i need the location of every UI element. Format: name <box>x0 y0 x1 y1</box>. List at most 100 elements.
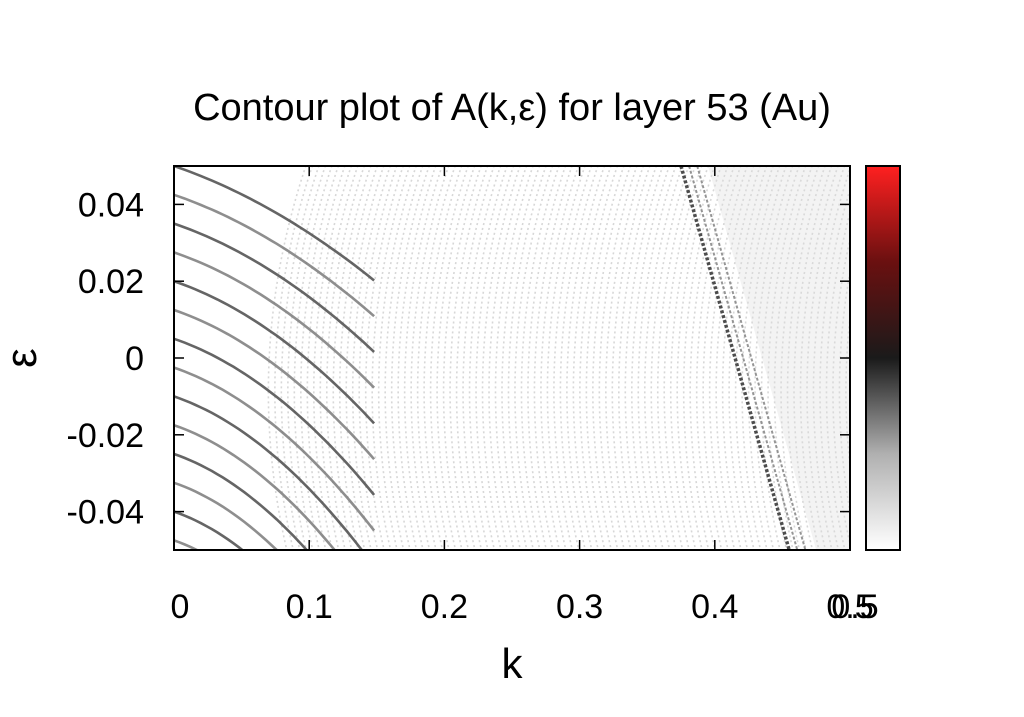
fringe-line <box>832 235 850 548</box>
fringe-line <box>527 166 567 550</box>
fringe-line <box>507 166 547 550</box>
fringe-line <box>514 166 554 550</box>
fringe-line <box>332 166 372 550</box>
fringe-line <box>793 166 833 550</box>
fringe-line <box>930 156 971 560</box>
fringe-line <box>605 166 645 550</box>
fringe-line <box>780 166 820 550</box>
band-line <box>174 337 376 496</box>
fringe-line <box>267 166 307 550</box>
fringe-line <box>319 166 359 550</box>
fringe-line <box>364 166 405 550</box>
fringe-line <box>904 156 945 560</box>
fringe-line <box>501 166 541 550</box>
x-tick-label: 0.5 <box>826 588 873 626</box>
fringe-line <box>559 166 599 550</box>
colorbar <box>865 165 901 551</box>
fringe-line <box>598 166 638 550</box>
y-tick-label: -0.04 <box>67 494 145 532</box>
fringe-line <box>741 166 781 550</box>
x-axis: 0 0.1 0.2 0.3 0.4 0.5 <box>171 166 874 626</box>
fringe-line <box>494 166 534 550</box>
shaded-region <box>708 166 850 550</box>
fringe-line <box>455 166 495 550</box>
fringe-line <box>351 166 392 550</box>
band-line <box>174 423 337 550</box>
band-line <box>174 395 364 550</box>
fringe-line <box>767 166 807 550</box>
fringe-line <box>708 166 749 550</box>
fringe-line <box>306 166 346 550</box>
fringe-line <box>806 166 846 550</box>
band-line <box>174 452 309 550</box>
band-line <box>174 481 279 550</box>
band-line <box>174 510 245 550</box>
fringe-line <box>969 156 1010 560</box>
fringe-line <box>937 156 978 560</box>
fringe-line <box>572 166 612 550</box>
fringe-line <box>423 166 463 550</box>
fringe-line <box>950 156 991 560</box>
band-line <box>174 539 200 550</box>
fringe-line <box>585 166 625 550</box>
x-tick-label: 0 <box>171 588 190 626</box>
y-tick-label: 0 <box>125 340 144 378</box>
fringe-line <box>520 166 560 550</box>
fringe-line <box>656 166 697 550</box>
band-line <box>174 193 375 318</box>
fringe-line <box>618 166 658 550</box>
x-tick-label: 0.3 <box>556 588 603 626</box>
fringe-line <box>702 166 742 550</box>
fringe-line <box>825 209 850 550</box>
fringe-line <box>911 156 952 560</box>
fringe-line <box>631 166 671 550</box>
fringe-line <box>274 166 314 550</box>
fringe-line <box>924 156 965 560</box>
fringe-line <box>943 156 984 560</box>
fringe-line <box>325 166 366 550</box>
fringe-line <box>553 166 593 550</box>
fringe-line <box>287 166 327 550</box>
fringe-line <box>643 166 684 550</box>
fringe-line <box>280 166 320 550</box>
fringe-line <box>747 166 787 550</box>
fringe-line <box>721 166 761 550</box>
fringe-line <box>462 166 502 550</box>
fringe-line <box>449 166 489 550</box>
fringe-line <box>650 166 690 550</box>
heatmap-layer <box>174 156 1010 560</box>
fringe-line <box>468 166 508 550</box>
fringe-line <box>546 166 586 550</box>
fringe-line <box>917 156 958 560</box>
fringe-line <box>338 166 379 550</box>
fringe-line <box>754 166 794 550</box>
fringe-line <box>377 166 418 550</box>
x-tick-label: 0.1 <box>286 588 333 626</box>
fringe-line <box>390 166 431 550</box>
band-line <box>174 222 375 353</box>
fringe-line <box>760 166 800 550</box>
band-line <box>174 166 375 282</box>
fringe-line <box>663 166 703 550</box>
fringe-line <box>403 166 443 550</box>
fringe-line <box>358 166 398 550</box>
band-line <box>174 279 376 425</box>
fringe-line <box>773 166 813 550</box>
x-tick-label: 0.4 <box>691 588 738 626</box>
band-line <box>174 251 376 389</box>
x-axis-label: k <box>502 640 524 687</box>
colorbar-max-label: 0.5 <box>831 588 878 626</box>
fringe-line <box>481 166 521 550</box>
fringe-line <box>540 166 580 550</box>
fringe-line <box>592 166 632 550</box>
y-axis: 0.04 0.02 0 -0.02 -0.04 <box>67 186 850 532</box>
y-tick-label: -0.02 <box>67 417 145 455</box>
y-axis-label: ε <box>0 348 46 368</box>
fringe-line <box>956 156 997 560</box>
fringe-line <box>624 166 664 550</box>
fringe-line <box>384 166 424 550</box>
fringe-line <box>410 166 450 550</box>
plot-background <box>174 166 850 550</box>
fringe-line <box>371 166 411 550</box>
fringe-line <box>611 166 651 550</box>
